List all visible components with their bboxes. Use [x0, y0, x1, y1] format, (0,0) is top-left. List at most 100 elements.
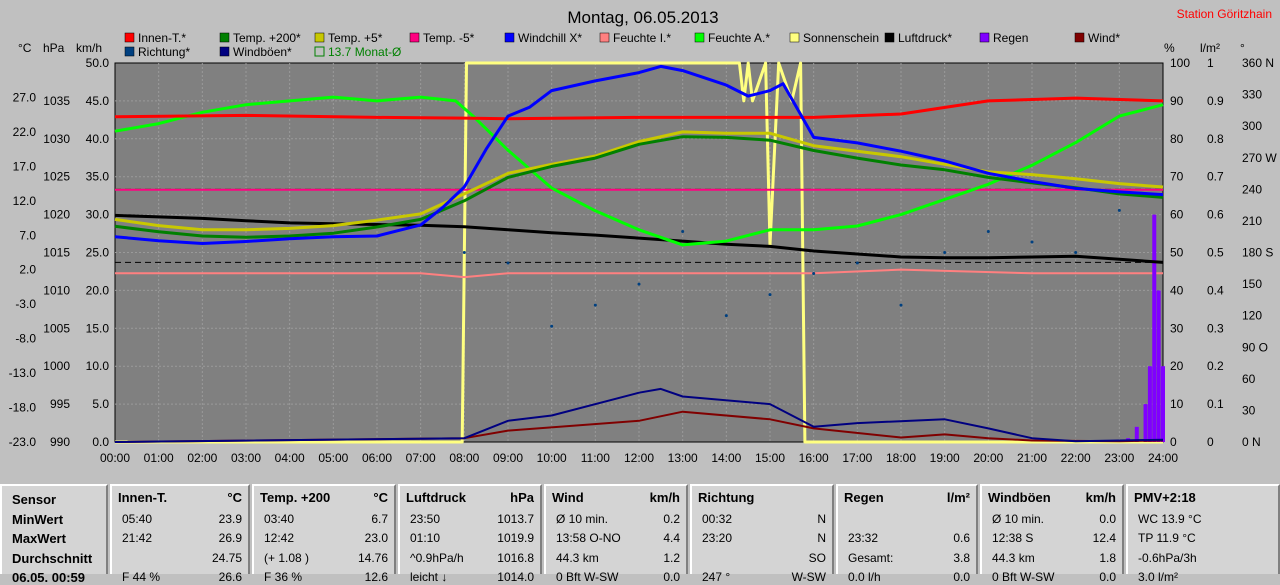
percent-tick-label: 80: [1170, 132, 1184, 146]
percent-tick-label: 60: [1170, 208, 1184, 222]
percent-tick-label: 40: [1170, 283, 1184, 297]
series-line-wind-: [114, 410, 1164, 443]
stats-cell-time: (+ 1.08 ): [264, 551, 310, 565]
degree-tick-label: 90 O: [1242, 340, 1268, 354]
stats-cell-time: 23:32: [848, 531, 879, 545]
x-tick-label: 24:00: [1148, 451, 1178, 465]
axis-unit-degree: °: [1240, 41, 1245, 55]
legend-swatch: [314, 32, 325, 43]
stats-cell-value: W-SW: [791, 570, 826, 584]
stats-cell-value: SO: [808, 551, 826, 565]
x-tick-label: 10:00: [537, 451, 567, 465]
stats-cell-value: 6.7: [371, 512, 388, 526]
celsius-tick-label: -23.0: [9, 435, 37, 449]
rain-tick-label: 0.2: [1207, 359, 1224, 373]
stats-cell-value: 12.4: [1092, 531, 1116, 545]
x-tick-label: 05:00: [318, 451, 348, 465]
celsius-tick-label: -13.0: [9, 366, 37, 380]
hpa-tick-label: 990: [50, 435, 70, 449]
x-tick-label: 01:00: [144, 451, 174, 465]
rain-tick-label: 0.6: [1207, 208, 1224, 222]
rain-bar: [1143, 404, 1148, 442]
kmh-tick-label: 20.0: [86, 283, 110, 297]
rain-tick-label: 0.7: [1207, 170, 1224, 184]
rain-bar: [1152, 214, 1157, 442]
direction-point: [812, 272, 816, 276]
series-line-feuchte-a-: [114, 95, 1164, 247]
stats-cell-time: 12:42: [264, 531, 295, 545]
stats-cell-time: WC 13.9 °C: [1138, 512, 1202, 526]
direction-point: [462, 251, 466, 254]
stats-panel-unit: l/m²: [946, 490, 970, 505]
stats-panel: Innen-T. °C 05:40 23.9 21:42 26.9 24.75 F 44 % 2…: [110, 484, 250, 584]
degree-tick-label: 30: [1242, 403, 1256, 417]
stats-cell-value: 4.4: [663, 531, 680, 545]
legend-label: Temp. +5*: [328, 31, 383, 45]
kmh-tick-label: 35.0: [86, 170, 110, 184]
celsius-tick-label: 27.0: [13, 90, 37, 104]
legend-swatch: [979, 32, 990, 43]
stats-cell-value: 1.8: [1099, 551, 1116, 565]
stats-panel-unit: km/h: [1085, 490, 1116, 505]
x-tick-label: 16:00: [799, 451, 829, 465]
x-tick-label: 04:00: [275, 451, 305, 465]
celsius-tick-label: 7.0: [19, 228, 36, 242]
stats-cell-value: 0.6: [953, 531, 970, 545]
stats-cell-time: F 44 %: [122, 570, 161, 584]
legend-swatch: [504, 32, 515, 43]
legend-swatch: [694, 32, 705, 43]
kmh-tick-label: 25.0: [86, 246, 110, 260]
degree-tick-label: 0 N: [1242, 435, 1261, 449]
stats-cell-time: 21:42: [122, 531, 153, 545]
rain-tick-label: 0.1: [1207, 397, 1224, 411]
stats-cell-value: 0.0: [953, 570, 970, 584]
stats-cell-time: 03:40: [264, 512, 295, 526]
series-line-innen-t-: [114, 96, 1164, 121]
stats-panel-title: Wind: [552, 490, 584, 505]
x-tick-label: 03:00: [231, 451, 261, 465]
stats-cell-value: 12.6: [364, 570, 388, 584]
celsius-tick-label: -8.0: [15, 332, 36, 346]
degree-tick-label: 210: [1242, 214, 1262, 228]
stats-cell-value: 24.75: [211, 551, 242, 565]
row-label-min: MinWert: [12, 512, 64, 527]
x-tick-label: 15:00: [755, 451, 785, 465]
stats-cell-time: ^0.9hPa/h: [410, 551, 464, 565]
legend-swatch: [314, 46, 325, 57]
legend-label: Windböen*: [233, 45, 292, 59]
kmh-tick-label: 0.0: [92, 435, 109, 449]
stats-panel: Temp. +200 °C 03:40 6.7 12:42 23.0 (+ 1.08 ) 14…: [252, 484, 396, 584]
row-label-max: MaxWert: [12, 531, 66, 546]
stats-cell-value: 26.9: [218, 531, 242, 545]
degree-tick-label: 60: [1242, 372, 1256, 386]
rain-tick-label: 0: [1207, 435, 1214, 449]
direction-point: [986, 229, 990, 233]
direction-point: [637, 282, 641, 286]
row-label-sensor: Sensor: [12, 492, 57, 507]
legend-label: Innen-T.*: [138, 31, 186, 45]
celsius-tick-label: 12.0: [13, 194, 37, 208]
axis-unit-percent: %: [1164, 41, 1175, 55]
stats-cell-value: 1014.0: [497, 570, 534, 584]
hpa-tick-label: 1000: [43, 359, 70, 373]
hpa-tick-label: 1015: [43, 246, 70, 260]
x-tick-label: 17:00: [842, 451, 872, 465]
legend-label: Luftdruck*: [898, 31, 952, 45]
stats-cell-time: 44.3 km: [992, 551, 1035, 565]
stats-cell-time: 0 Bft W-SW: [556, 570, 619, 584]
degree-tick-label: 330: [1242, 88, 1262, 102]
stats-cell-time: 12:38 S: [992, 531, 1034, 545]
legend-label: Feuchte I.*: [613, 31, 671, 45]
stats-panel-title: Innen-T.: [118, 490, 168, 505]
legend-swatch: [124, 46, 135, 57]
kmh-tick-label: 15.0: [86, 321, 110, 335]
direction-point: [768, 293, 772, 297]
celsius-tick-label: -18.0: [9, 401, 37, 415]
stats-cell-value: 0.0: [663, 570, 680, 584]
stats-cell-value: N: [817, 531, 826, 545]
stats-panel: Wind km/h Ø 10 min. 0.2 13:58 O-NO 4.4 44.3 km…: [544, 484, 688, 584]
legend-swatch: [1074, 32, 1085, 43]
rain-tick-label: 0.4: [1207, 283, 1224, 297]
stats-cell-time: 23:50: [410, 512, 441, 526]
stats-cell-time: 23:20: [702, 531, 733, 545]
